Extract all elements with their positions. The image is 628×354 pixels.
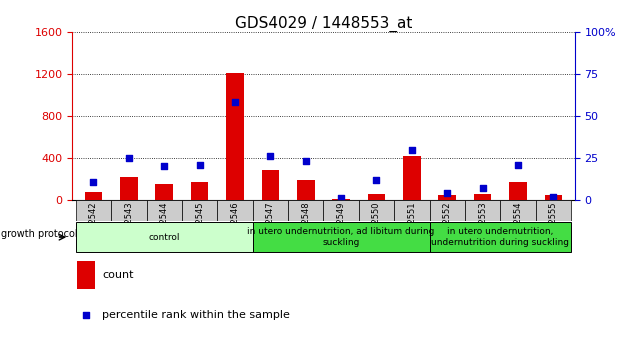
Bar [323, 200, 359, 221]
Bar [536, 200, 571, 221]
Point [407, 147, 417, 152]
Bar [76, 200, 111, 221]
Bar [430, 222, 571, 252]
Bar [332, 199, 350, 200]
Text: GSM402546: GSM402546 [230, 201, 239, 252]
Point [89, 179, 99, 184]
Point [513, 162, 523, 167]
Text: control: control [148, 233, 180, 242]
Bar [288, 200, 323, 221]
Bar [438, 195, 456, 200]
Point [372, 177, 382, 183]
Bar [85, 192, 102, 200]
Bar [261, 170, 279, 200]
Bar [111, 200, 146, 221]
Text: GSM402555: GSM402555 [549, 201, 558, 252]
Bar [544, 195, 562, 200]
Text: GSM402543: GSM402543 [124, 201, 133, 252]
Bar [252, 222, 430, 252]
Bar [359, 200, 394, 221]
Bar [403, 156, 421, 200]
Text: GSM402554: GSM402554 [514, 201, 522, 252]
Point [548, 194, 558, 200]
Bar [76, 222, 252, 252]
Text: GSM402550: GSM402550 [372, 201, 381, 252]
Bar [77, 261, 95, 289]
Text: GSM402545: GSM402545 [195, 201, 204, 252]
Text: GSM402548: GSM402548 [301, 201, 310, 252]
Bar [226, 73, 244, 200]
Point [301, 159, 311, 164]
Bar [217, 200, 252, 221]
Text: GSM402549: GSM402549 [337, 201, 345, 252]
Bar [146, 200, 182, 221]
Bar [155, 184, 173, 200]
Text: GSM402547: GSM402547 [266, 201, 275, 252]
Bar [394, 200, 430, 221]
Bar [501, 200, 536, 221]
Bar [465, 200, 501, 221]
Point [442, 190, 452, 196]
Text: count: count [102, 270, 134, 280]
Point [478, 185, 488, 191]
Point [230, 100, 240, 105]
Text: in utero undernutrition, ad libitum during
suckling: in utero undernutrition, ad libitum duri… [247, 228, 435, 247]
Bar [430, 200, 465, 221]
Title: GDS4029 / 1448553_at: GDS4029 / 1448553_at [235, 16, 412, 32]
Text: GSM402551: GSM402551 [408, 201, 416, 252]
Bar [474, 194, 492, 200]
Text: GSM402542: GSM402542 [89, 201, 98, 252]
Bar [120, 177, 138, 200]
Point [195, 162, 205, 167]
Text: GSM402544: GSM402544 [160, 201, 169, 252]
Bar [367, 194, 386, 200]
Bar [252, 200, 288, 221]
Point [336, 195, 346, 201]
Text: growth protocol: growth protocol [1, 229, 78, 239]
Text: GSM402553: GSM402553 [478, 201, 487, 252]
Point [444, 131, 454, 137]
Text: in utero undernutrition,
undernutrition during suckling: in utero undernutrition, undernutrition … [431, 228, 570, 247]
Text: GSM402552: GSM402552 [443, 201, 452, 252]
Point [265, 154, 275, 159]
Bar [182, 200, 217, 221]
Bar [297, 179, 315, 200]
Text: percentile rank within the sample: percentile rank within the sample [102, 310, 290, 320]
Bar [191, 182, 208, 200]
Bar [509, 182, 527, 200]
Point [124, 155, 134, 161]
Point [159, 164, 169, 169]
